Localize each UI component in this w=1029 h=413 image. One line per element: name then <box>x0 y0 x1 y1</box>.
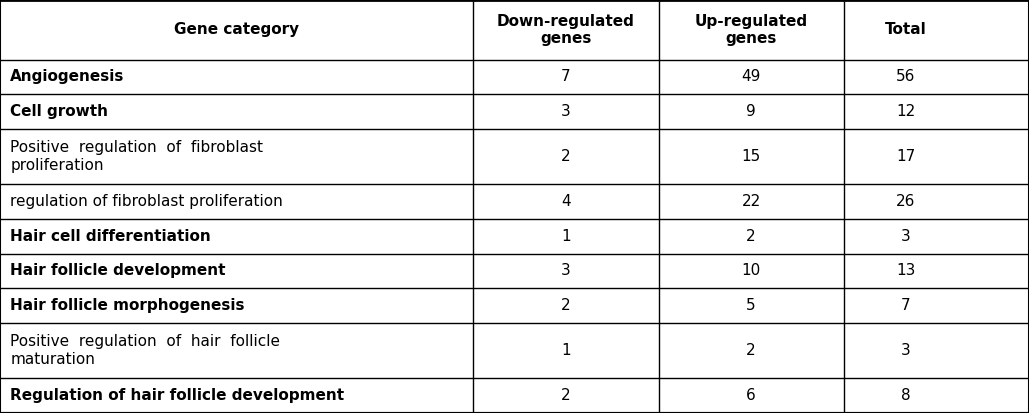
Text: Hair follicle development: Hair follicle development <box>10 263 225 278</box>
Text: 5: 5 <box>746 298 756 313</box>
Text: 26: 26 <box>896 194 915 209</box>
Text: 4: 4 <box>561 194 571 209</box>
Text: Positive  regulation  of  fibroblast
proliferation: Positive regulation of fibroblast prolif… <box>10 140 263 173</box>
Text: 9: 9 <box>746 104 756 119</box>
Text: 8: 8 <box>900 388 911 403</box>
Text: Up-regulated
genes: Up-regulated genes <box>695 14 808 46</box>
Text: 2: 2 <box>746 343 756 358</box>
Text: Hair follicle morphogenesis: Hair follicle morphogenesis <box>10 298 245 313</box>
Text: 6: 6 <box>746 388 756 403</box>
Text: 49: 49 <box>742 69 760 84</box>
Text: 13: 13 <box>896 263 915 278</box>
Text: 56: 56 <box>896 69 915 84</box>
Text: Total: Total <box>885 22 926 37</box>
Text: Positive  regulation  of  hair  follicle
maturation: Positive regulation of hair follicle mat… <box>10 335 280 367</box>
Text: 7: 7 <box>561 69 571 84</box>
Text: 3: 3 <box>900 229 911 244</box>
Text: 2: 2 <box>561 388 571 403</box>
Text: 3: 3 <box>561 263 571 278</box>
Text: 2: 2 <box>561 149 571 164</box>
Text: Hair cell differentiation: Hair cell differentiation <box>10 229 211 244</box>
Text: 15: 15 <box>742 149 760 164</box>
Text: 22: 22 <box>742 194 760 209</box>
Text: 1: 1 <box>561 343 571 358</box>
Text: 1: 1 <box>561 229 571 244</box>
Text: 12: 12 <box>896 104 915 119</box>
Text: 3: 3 <box>900 343 911 358</box>
Text: Regulation of hair follicle development: Regulation of hair follicle development <box>10 388 345 403</box>
Text: 7: 7 <box>900 298 911 313</box>
Text: 2: 2 <box>561 298 571 313</box>
Text: Cell growth: Cell growth <box>10 104 108 119</box>
Text: regulation of fibroblast proliferation: regulation of fibroblast proliferation <box>10 194 283 209</box>
Text: Gene category: Gene category <box>174 22 299 37</box>
Text: Angiogenesis: Angiogenesis <box>10 69 125 84</box>
Text: 3: 3 <box>561 104 571 119</box>
Text: 17: 17 <box>896 149 915 164</box>
Text: 10: 10 <box>742 263 760 278</box>
Text: Down-regulated
genes: Down-regulated genes <box>497 14 635 46</box>
Text: 2: 2 <box>746 229 756 244</box>
